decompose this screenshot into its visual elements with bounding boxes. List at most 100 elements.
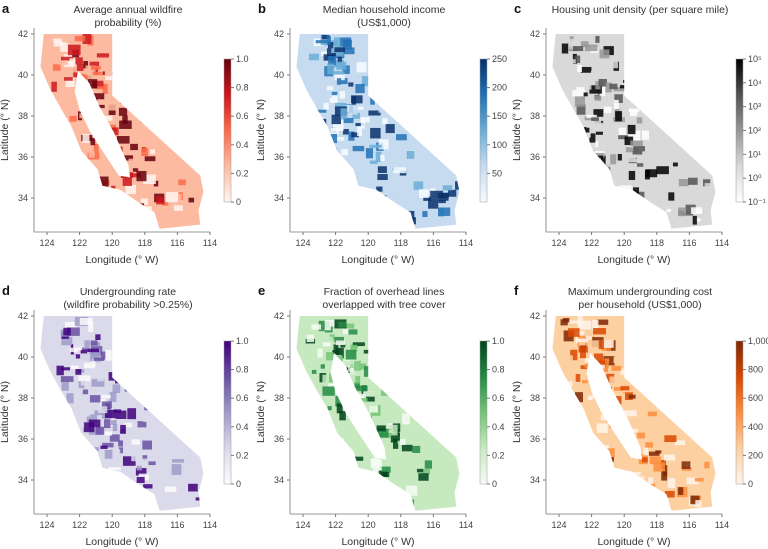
y-tick-label: 40 bbox=[274, 70, 284, 80]
tract-patch bbox=[626, 154, 636, 163]
colorbar-tick-label: 10⁵ bbox=[748, 54, 762, 64]
tract-patch bbox=[430, 190, 444, 199]
panel-title: Housing unit density (per square mile) bbox=[552, 4, 729, 16]
tract-patch bbox=[221, 485, 227, 489]
colorbar-tick-label: 0.2 bbox=[236, 168, 249, 178]
tract-patch bbox=[405, 485, 418, 496]
tract-patch bbox=[79, 317, 93, 325]
tract-patch bbox=[355, 83, 365, 94]
tract-patch bbox=[320, 364, 325, 369]
tract-patch bbox=[109, 434, 120, 442]
tract-patch bbox=[726, 188, 731, 197]
x-tick-label: 118 bbox=[394, 520, 408, 530]
colorbar-tick-label: 10³ bbox=[748, 102, 761, 112]
tract-patch bbox=[327, 63, 335, 75]
tract-patch bbox=[82, 389, 89, 395]
tract-patch bbox=[394, 202, 406, 213]
tract-patch bbox=[578, 145, 583, 153]
y-tick-label: 40 bbox=[530, 70, 540, 80]
tract-patch bbox=[608, 57, 619, 69]
tract-patch bbox=[137, 421, 147, 428]
tract-patch bbox=[610, 154, 617, 165]
tract-patch bbox=[85, 65, 96, 76]
tract-patch bbox=[674, 440, 686, 446]
tract-patch bbox=[712, 206, 716, 212]
y-tick-label: 36 bbox=[18, 152, 28, 162]
tract-patch bbox=[568, 320, 581, 324]
tract-patch bbox=[731, 497, 735, 502]
y-tick-label: 36 bbox=[18, 434, 28, 444]
tract-patch bbox=[574, 96, 586, 107]
tract-patch bbox=[68, 95, 77, 105]
tract-patch bbox=[694, 477, 704, 482]
tract-patch bbox=[199, 488, 204, 496]
tract-patch bbox=[368, 110, 381, 116]
x-tick-label: 114 bbox=[459, 238, 473, 248]
tract-patch bbox=[401, 444, 413, 452]
tract-patch bbox=[370, 127, 381, 139]
tract-patch bbox=[618, 493, 627, 501]
colorbar-tick-label: 600 bbox=[748, 393, 763, 403]
tract-patch bbox=[463, 464, 471, 471]
tract-patch bbox=[686, 477, 699, 485]
tract-patch bbox=[88, 321, 94, 333]
y-tick-label: 42 bbox=[274, 29, 284, 39]
tract-patch bbox=[375, 151, 382, 163]
tract-patch bbox=[119, 95, 130, 104]
tract-patch bbox=[392, 403, 403, 409]
tract-patch bbox=[328, 437, 338, 443]
tract-patch bbox=[92, 93, 105, 100]
tract-patch bbox=[380, 486, 390, 490]
tract-patch bbox=[599, 49, 610, 59]
tract-patch bbox=[369, 160, 378, 164]
tract-patch bbox=[636, 432, 646, 439]
tract-patch bbox=[588, 150, 595, 157]
tract-patch bbox=[619, 489, 629, 493]
tract-patch bbox=[83, 340, 90, 350]
tract-patch bbox=[579, 144, 588, 154]
tract-patch bbox=[618, 127, 626, 135]
tract-patch bbox=[609, 83, 618, 90]
x-tick-label: 114 bbox=[203, 520, 217, 530]
tract-patch bbox=[632, 151, 643, 155]
tract-patch bbox=[563, 355, 573, 364]
tract-patch bbox=[329, 319, 335, 327]
tract-patch bbox=[615, 396, 622, 405]
tract-patch bbox=[69, 115, 77, 122]
tract-patch bbox=[356, 492, 364, 497]
tract-patch bbox=[104, 409, 117, 419]
panel-title: Median household income bbox=[323, 4, 446, 16]
tract-patch bbox=[70, 365, 79, 370]
tract-patch bbox=[377, 166, 387, 174]
tract-patch bbox=[342, 328, 352, 335]
tract-patch bbox=[656, 142, 664, 154]
tract-patch bbox=[653, 462, 666, 472]
tract-patch bbox=[678, 179, 689, 187]
tract-patch bbox=[617, 154, 622, 161]
colorbar-tick-label: 0.6 bbox=[236, 393, 249, 403]
tract-patch bbox=[570, 349, 578, 361]
tract-patch bbox=[681, 212, 694, 216]
tract-patch bbox=[376, 428, 389, 438]
tract-patch bbox=[355, 492, 364, 500]
tract-patch bbox=[584, 357, 591, 363]
tract-patch bbox=[206, 202, 218, 208]
y-tick-label: 38 bbox=[18, 111, 28, 121]
colorbar-tick-label: 0 bbox=[748, 479, 753, 489]
tract-patch bbox=[661, 471, 668, 481]
x-tick-label: 118 bbox=[394, 238, 408, 248]
x-tick-label: 122 bbox=[584, 520, 599, 530]
tract-patch bbox=[122, 456, 136, 466]
tract-patch bbox=[345, 349, 357, 360]
tract-patch bbox=[363, 492, 372, 500]
tract-patch bbox=[53, 38, 62, 43]
tract-patch bbox=[322, 386, 335, 396]
tract-patch bbox=[692, 215, 697, 225]
tract-patch bbox=[666, 208, 672, 213]
tract-patch bbox=[68, 171, 80, 182]
tract-patch bbox=[664, 490, 675, 498]
x-axis-label: Longitude (° W) bbox=[341, 254, 414, 266]
tract-patch bbox=[360, 118, 365, 129]
tract-patch bbox=[153, 180, 159, 187]
